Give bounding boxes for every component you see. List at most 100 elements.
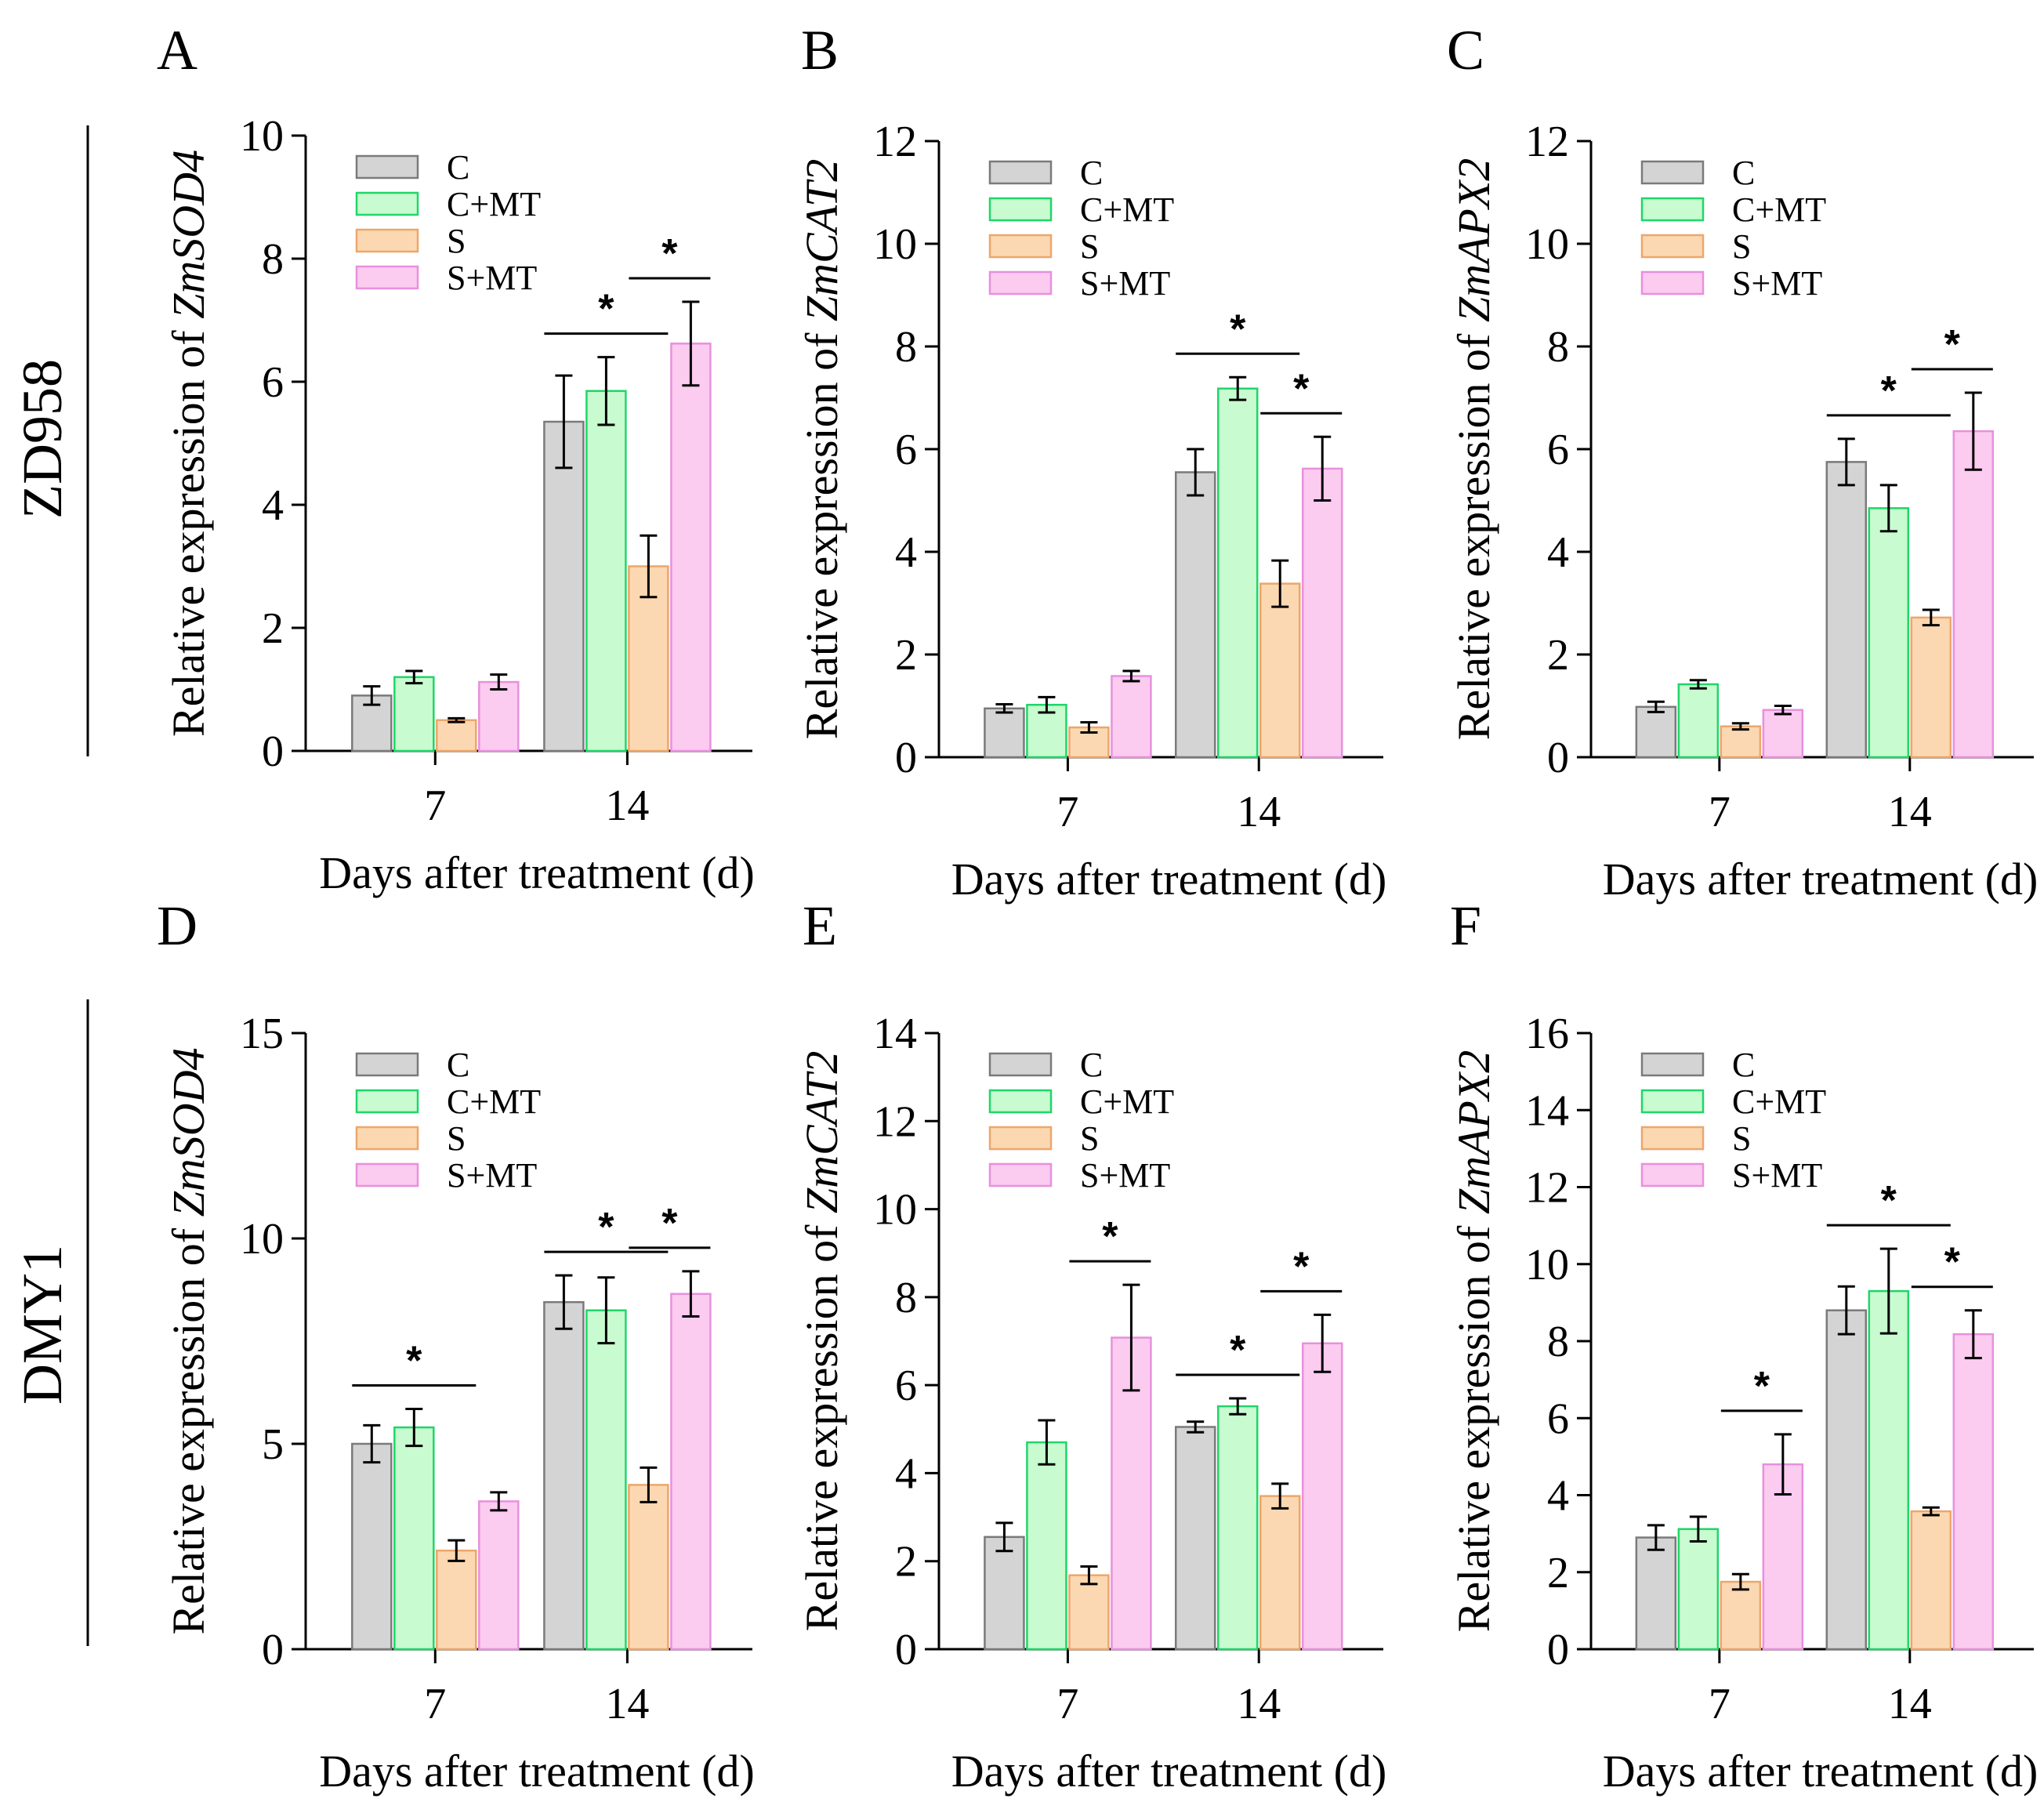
legend-label: S+MT xyxy=(1732,1156,1822,1195)
y-axis-title-prefix: Relative expression of xyxy=(163,1217,214,1634)
bar xyxy=(628,1484,669,1651)
y-tick-label: 16 xyxy=(1525,1010,1569,1058)
bar xyxy=(585,1309,627,1651)
bar xyxy=(351,1442,393,1651)
significance-star: * xyxy=(1293,366,1310,412)
bar xyxy=(1174,1426,1216,1651)
chart-panel-b: B 0 2 4 6 8 10 12 7 14 Days after treatment (d) Rel… xyxy=(796,19,1386,905)
bar xyxy=(478,680,520,752)
significance-star: * xyxy=(598,287,614,332)
significance-star: * xyxy=(661,231,678,277)
panel-letter: E xyxy=(803,894,837,957)
x-axis-title: Days after treatment (d) xyxy=(1603,1746,2039,1797)
legend-swatch xyxy=(988,1089,1053,1114)
legend-swatch xyxy=(355,1052,419,1077)
x-axis-title: Days after treatment (d) xyxy=(951,1746,1387,1797)
x-tick-label: 14 xyxy=(1888,788,1932,836)
legend-swatch xyxy=(1640,160,1705,185)
y-tick-label: 0 xyxy=(895,1626,917,1674)
legend-label: S+MT xyxy=(447,1156,537,1195)
y-tick-label: 0 xyxy=(1547,1626,1569,1674)
legend-label: C xyxy=(447,148,469,187)
y-axis-title-gene: ZmSOD4 xyxy=(163,1047,214,1217)
legend-label: S+MT xyxy=(1080,1156,1170,1195)
panel-letter: A xyxy=(157,19,198,82)
y-axis-title: Relative expression of ZmAPX2 xyxy=(1448,1050,1499,1633)
legend-label: S xyxy=(447,1119,466,1158)
y-axis-title-gene: ZmSOD4 xyxy=(163,150,214,319)
y-tick-label: 6 xyxy=(1547,426,1569,474)
bar xyxy=(1910,1510,1952,1651)
y-tick-label: 12 xyxy=(873,1097,917,1146)
legend-swatch xyxy=(1640,1126,1705,1151)
x-tick-label: 7 xyxy=(424,1680,446,1728)
y-tick-label: 2 xyxy=(1547,1549,1569,1597)
bar xyxy=(1068,1574,1110,1651)
bar xyxy=(1026,1441,1067,1651)
x-tick-label: 14 xyxy=(605,1680,649,1728)
legend-swatch xyxy=(988,234,1053,259)
bar xyxy=(1301,1342,1343,1651)
legend-label: S xyxy=(1732,1119,1751,1158)
bar xyxy=(1259,1495,1301,1651)
bar xyxy=(1868,1289,1910,1651)
legend-label: S xyxy=(1080,227,1099,266)
legend-swatch xyxy=(1640,1089,1705,1114)
y-tick-label: 10 xyxy=(1525,220,1569,269)
row-label: DMY1 xyxy=(11,1245,74,1405)
legend-label: S+MT xyxy=(1080,264,1170,303)
panel-letter: C xyxy=(1447,19,1484,82)
y-tick-label: 0 xyxy=(895,734,917,782)
bar xyxy=(543,1300,585,1651)
legend-label: S+MT xyxy=(447,259,537,297)
y-tick-label: 2 xyxy=(262,604,284,653)
y-tick-label: 10 xyxy=(873,220,917,269)
row-label: ZD958 xyxy=(11,359,74,519)
legend-swatch xyxy=(355,154,419,179)
bar xyxy=(1825,1309,1868,1651)
bar xyxy=(543,420,585,752)
legend-label: S xyxy=(1080,1119,1099,1158)
bar xyxy=(984,707,1025,759)
y-tick-label: 10 xyxy=(240,1215,284,1264)
bar xyxy=(1259,582,1301,759)
y-axis-title: Relative expression of ZmSOD4 xyxy=(163,150,214,737)
y-tick-label: 0 xyxy=(262,1626,284,1674)
x-axis-title: Days after treatment (d) xyxy=(319,847,755,898)
x-axis-title: Days after treatment (d) xyxy=(951,854,1387,905)
x-tick-label: 14 xyxy=(1237,1680,1281,1728)
legend-label: S xyxy=(447,222,466,260)
significance-star: * xyxy=(1944,1240,1961,1285)
bar xyxy=(1952,1333,1995,1651)
panel-letter: D xyxy=(157,894,198,957)
chart-panel-d: D 0 5 10 15 7 14 Days after treatment (d) Relati… xyxy=(157,894,755,1797)
y-tick-label: 6 xyxy=(1547,1394,1569,1443)
legend-swatch xyxy=(988,1126,1053,1151)
legend-swatch xyxy=(988,1162,1053,1188)
legend-swatch xyxy=(355,191,419,216)
bar xyxy=(1216,387,1259,759)
legend-label: C xyxy=(1732,1046,1755,1084)
y-tick-label: 6 xyxy=(895,1362,917,1410)
bar xyxy=(1635,705,1677,759)
y-tick-label: 4 xyxy=(262,481,284,530)
y-tick-label: 6 xyxy=(262,358,284,407)
legend-swatch xyxy=(1640,1162,1705,1188)
bar xyxy=(1635,1536,1677,1651)
legend-swatch xyxy=(355,1089,419,1114)
bar xyxy=(1720,725,1762,759)
legend-swatch xyxy=(1640,270,1705,296)
bar xyxy=(1868,507,1910,759)
bar xyxy=(585,390,627,752)
x-tick-label: 7 xyxy=(1709,1680,1731,1728)
bar xyxy=(984,1536,1025,1651)
y-tick-label: 6 xyxy=(895,426,917,474)
bar xyxy=(1677,683,1720,759)
bar xyxy=(436,719,477,752)
legend-swatch xyxy=(355,1162,419,1188)
legend-swatch xyxy=(1640,234,1705,259)
y-tick-label: 8 xyxy=(262,235,284,284)
significance-star: * xyxy=(598,1205,614,1250)
y-tick-label: 0 xyxy=(1547,734,1569,782)
significance-star: * xyxy=(1230,306,1246,352)
